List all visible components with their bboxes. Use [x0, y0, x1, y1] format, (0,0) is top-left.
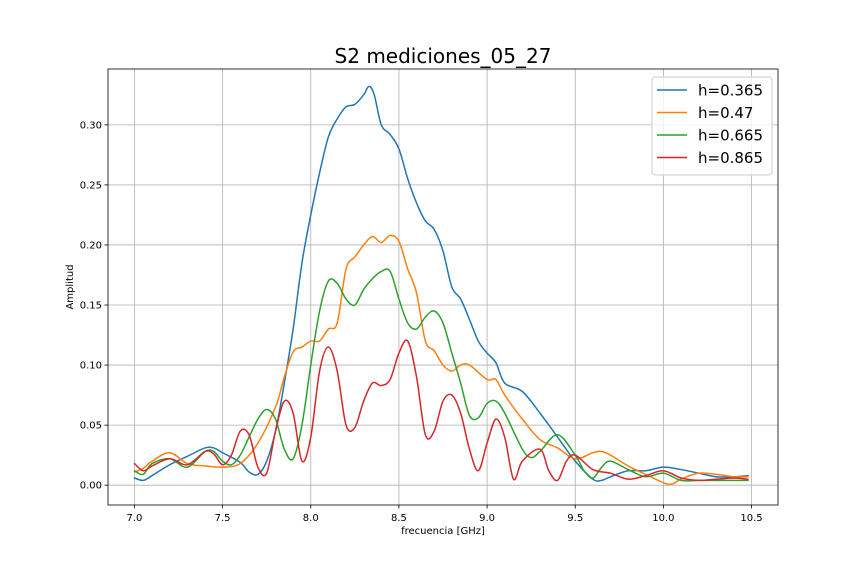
series-line-4	[133, 339, 749, 482]
series-line-1	[133, 85, 749, 482]
legend-label: h=0.865	[698, 149, 763, 167]
legend-label: h=0.665	[698, 127, 763, 145]
legend-label: h=0.365	[698, 82, 763, 100]
y-tick-label: 0.10	[80, 361, 102, 372]
legend: h=0.365 h=0.47 h=0.665 h=0.865	[651, 76, 773, 176]
y-tick-label: 0.00	[80, 481, 102, 492]
x-tick-label: 9.5	[567, 513, 583, 524]
y-tick-label: 0.30	[80, 120, 102, 131]
series-line-3	[133, 268, 749, 482]
legend-label: h=0.47	[698, 104, 753, 122]
x-tick-label: 10.0	[652, 513, 674, 524]
x-tick-label: 8.5	[391, 513, 407, 524]
y-tick-label: 0.25	[80, 180, 102, 191]
x-tick-label: 10.5	[740, 513, 762, 524]
y-tick-label: 0.05	[80, 421, 102, 432]
x-tick-label: 8.0	[303, 513, 319, 524]
plot-area	[133, 85, 749, 486]
legend-box	[651, 76, 773, 176]
axes-frame	[107, 68, 779, 506]
y-axis-label: Amplitud	[65, 264, 76, 309]
y-axis: 0.00 0.05 0.10 0.15 0.20 0.25 0.30	[80, 120, 108, 492]
series-line-2	[133, 234, 749, 486]
x-axis: 7.0 7.5 8.0 8.5 9.0 9.5 10.0 10.5	[126, 505, 763, 524]
x-tick-label: 7.0	[126, 513, 142, 524]
x-tick-label: 9.0	[479, 513, 495, 524]
y-tick-label: 0.20	[80, 240, 102, 251]
chart-title: S2 mediciones_05_27	[335, 44, 552, 68]
y-tick-label: 0.15	[80, 301, 102, 312]
x-axis-label: frecuencia [GHz]	[401, 526, 485, 537]
x-tick-label: 7.5	[215, 513, 231, 524]
